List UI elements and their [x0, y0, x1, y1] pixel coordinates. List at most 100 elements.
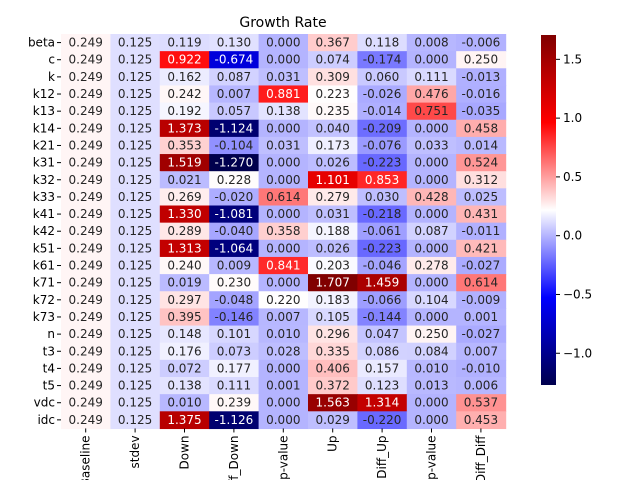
cell-value-label: 0.203 — [316, 259, 350, 273]
cell-value-label: 0.421 — [464, 241, 498, 255]
heatmap-cell — [258, 394, 309, 412]
heatmap-cell — [308, 325, 358, 344]
heatmap-cell — [159, 342, 210, 361]
heatmap-cell — [61, 154, 111, 172]
heatmap-cell — [357, 205, 408, 224]
cell-value-label: 0.228 — [217, 173, 251, 187]
heatmap-cell — [159, 34, 210, 52]
heatmap-cell — [110, 394, 161, 412]
cell-value-label: 0.105 — [316, 310, 350, 324]
cell-value-label: 0.001 — [266, 379, 300, 393]
cell-value-label: 0.125 — [118, 361, 152, 375]
heatmap-cell — [110, 291, 161, 309]
cell-value-label: 0.000 — [266, 207, 300, 221]
heatmap-cell — [209, 342, 260, 361]
cell-value-label: -0.027 — [462, 327, 501, 341]
row-labels: beta ck k12 k13 k14 k21 k31 k32 k33 k41 k42 k51 k61 k… — [28, 36, 61, 427]
cell-value-label: 1.101 — [316, 173, 350, 187]
cell-value-label: 0.125 — [118, 121, 152, 135]
heatmap-cell — [258, 205, 309, 224]
heatmap-cell — [357, 85, 408, 104]
heatmap-cell — [258, 291, 309, 309]
heatmap-cell — [357, 239, 408, 258]
cell-value-label: 1.519 — [167, 156, 201, 170]
cell-value-label: 0.138 — [167, 379, 201, 393]
cell-value-label: 0.125 — [118, 173, 152, 187]
cell-value-label: -0.144 — [363, 310, 402, 324]
cell-value-label: 0.028 — [266, 344, 300, 358]
row-label: k — [48, 70, 55, 84]
cell-value-label: 0.125 — [118, 310, 152, 324]
heatmap-cell — [308, 239, 358, 258]
cell-value-label: 0.183 — [316, 293, 350, 307]
cell-value-label: -0.104 — [215, 138, 254, 152]
cell-value-label: 0.249 — [69, 53, 103, 67]
heatmap-cell — [159, 325, 210, 344]
heatmap-cell — [308, 205, 358, 224]
cell-value-label: 0.000 — [414, 241, 448, 255]
heatmap-cell — [159, 222, 210, 241]
cell-value-label: 0.249 — [69, 361, 103, 375]
cell-value-label: 0.289 — [167, 224, 201, 238]
cell-value-label: -0.035 — [462, 104, 501, 118]
heatmap-cell — [456, 342, 507, 361]
heatmap-cell — [209, 102, 260, 121]
row-label: k12 — [33, 87, 55, 101]
cell-value-label: 0.000 — [266, 156, 300, 170]
cell-value-label: 0.125 — [118, 36, 152, 50]
cell-value-label: 0.249 — [69, 379, 103, 393]
cell-value-label: 0.000 — [266, 413, 300, 427]
cell-value-label: 0.033 — [414, 138, 448, 152]
cell-value-label: 0.084 — [414, 344, 448, 358]
cell-value-label: 0.249 — [69, 104, 103, 118]
colorbar-tick-label: 1.0 — [563, 111, 582, 125]
cell-value-label: 1.313 — [167, 241, 201, 255]
cell-value-label: 0.000 — [414, 396, 448, 410]
heatmap-cell — [258, 119, 309, 138]
cell-value-label: 0.125 — [118, 413, 152, 427]
heatmap-cell — [110, 222, 161, 241]
cell-value-label: 1.375 — [167, 413, 201, 427]
heatmap-cell — [357, 325, 408, 344]
cell-value-label: 0.249 — [69, 224, 103, 238]
row-label: k51 — [33, 241, 55, 255]
heatmap-cell — [357, 119, 408, 138]
row-label: beta — [28, 36, 55, 50]
cell-value-label: 0.009 — [217, 259, 251, 273]
cell-value-label: 0.006 — [464, 379, 498, 393]
cell-value-label: 0.125 — [118, 276, 152, 290]
cell-value-label: 0.001 — [464, 310, 498, 324]
cell-value-label: 0.309 — [316, 70, 350, 84]
cell-value-label: 0.125 — [118, 190, 152, 204]
heatmap-cell — [159, 205, 210, 224]
row-label: k72 — [33, 293, 55, 307]
heatmap-cell — [357, 68, 408, 87]
heatmap-cell — [406, 68, 457, 87]
heatmap-cell — [258, 239, 309, 258]
heatmap-cell — [258, 171, 309, 189]
cell-value-label: 0.230 — [217, 276, 251, 290]
heatmap-cell — [110, 68, 161, 87]
heatmap-cell — [159, 85, 210, 104]
heatmap-cell — [357, 222, 408, 241]
heatmap-cell — [456, 394, 507, 412]
heatmap-cell — [209, 325, 260, 344]
row-label: k42 — [33, 224, 55, 238]
heatmap-cell — [209, 136, 260, 155]
heatmap-cell — [357, 34, 408, 52]
heatmap-cell — [308, 34, 358, 52]
heatmap-cell — [159, 377, 210, 395]
row-label: k14 — [33, 121, 55, 135]
cell-value-label: 0.239 — [217, 396, 251, 410]
cell-value-label: 0.000 — [266, 396, 300, 410]
cell-value-label: 0.249 — [69, 293, 103, 307]
cell-value-label: -1.270 — [215, 156, 254, 170]
heatmap-cell — [308, 274, 358, 292]
cell-value-label: 0.026 — [316, 156, 350, 170]
heatmap-cell — [159, 359, 210, 378]
cell-value-label: 0.125 — [118, 156, 152, 170]
cell-value-label: 0.000 — [414, 207, 448, 221]
heatmap-cell — [258, 68, 309, 87]
cell-value-label: 0.057 — [217, 104, 251, 118]
cell-value-label: 0.000 — [266, 241, 300, 255]
